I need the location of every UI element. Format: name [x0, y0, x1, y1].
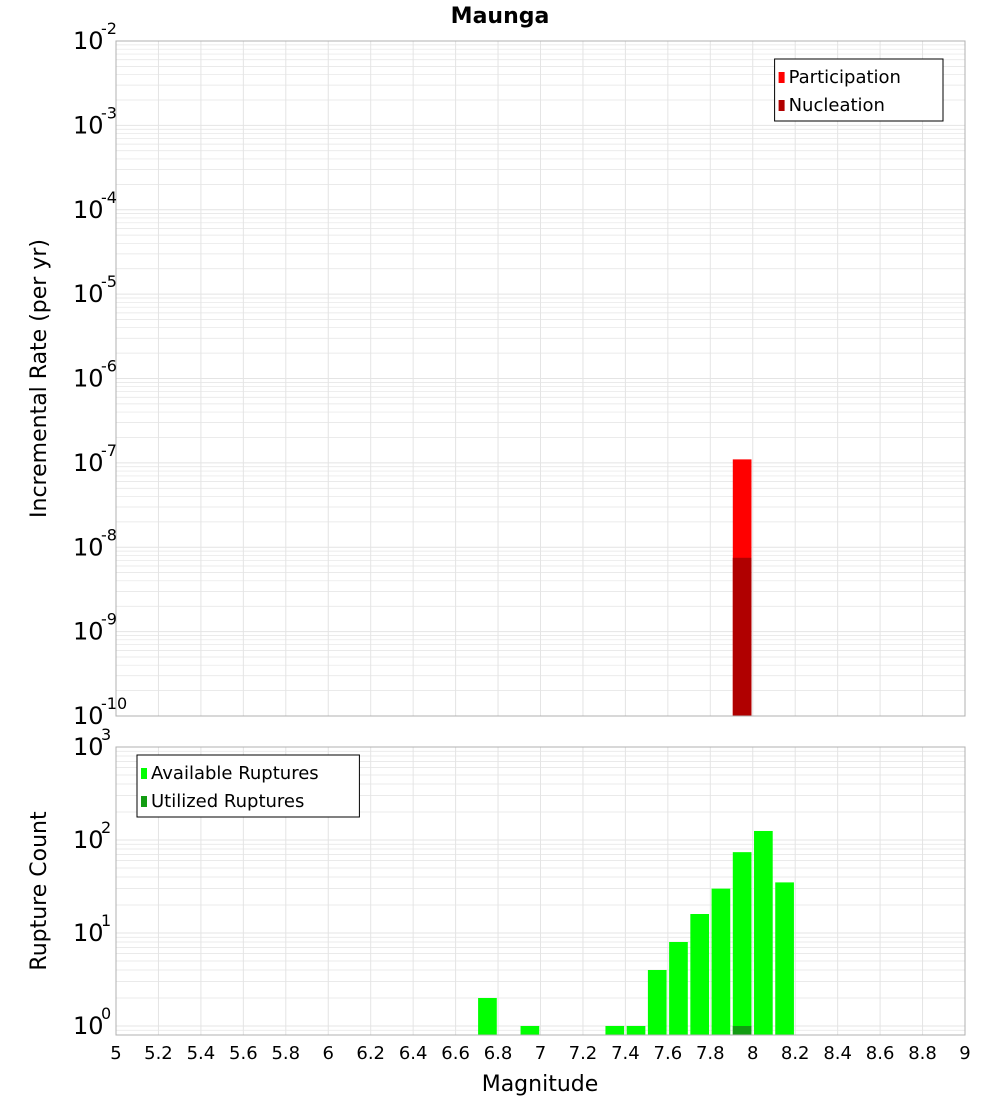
- x-tick-label: 7.4: [611, 1043, 640, 1064]
- x-tick-label: 8.8: [908, 1043, 937, 1064]
- y-tick-exponent: -10: [101, 694, 127, 713]
- legend-swatch: [778, 100, 785, 111]
- plot-frame: [115, 746, 966, 1036]
- x-tick-label: 8.6: [866, 1043, 895, 1064]
- x-tick-label: 7.2: [569, 1043, 598, 1064]
- bar: [732, 1025, 752, 1035]
- x-tick-label: 5.8: [271, 1043, 300, 1064]
- bar: [605, 1025, 625, 1035]
- y-tick-exponent: 0: [101, 1004, 111, 1023]
- y-tick-exponent: -8: [101, 525, 117, 544]
- x-tick-label: 6.8: [484, 1043, 513, 1064]
- bar: [754, 830, 773, 1035]
- x-tick-label: 8.2: [781, 1043, 810, 1064]
- legend: Available Ruptures Utilized Ruptures: [136, 754, 360, 818]
- x-tick-label: 7: [535, 1043, 546, 1064]
- series-nucleation: [732, 557, 752, 716]
- x-tick-label: 6: [323, 1043, 334, 1064]
- bar: [711, 888, 731, 1035]
- x-axis: 5 5.2 5.4 5.6 5.8 6 6.2 6.4 6.6 6.8 7 7.2 7.4 7.6 7.8 8…: [110, 1043, 970, 1064]
- y-tick-exponent: 3: [101, 725, 111, 744]
- legend-swatch: [778, 72, 785, 83]
- bar: [647, 969, 667, 1035]
- y-axis-label: Incremental Rate (per yr): [27, 239, 52, 518]
- y-tick-exponent: -7: [101, 441, 117, 460]
- y-tick-label: 10: [73, 196, 104, 224]
- y-axis-label: Rupture Count: [27, 811, 52, 971]
- rate-panel: 10-1010-910-810-710-610-510-410-310-2Inc…: [27, 19, 966, 730]
- y-tick-exponent: -4: [101, 188, 117, 207]
- y-tick-label: 10: [73, 449, 104, 477]
- y-tick-exponent: 2: [101, 818, 111, 837]
- grid: [115, 40, 966, 717]
- legend-swatch: [141, 768, 147, 779]
- legend-swatch: [141, 796, 147, 807]
- y-tick-label: 10: [73, 919, 104, 947]
- legend-label: Participation: [789, 67, 901, 88]
- bar: [478, 997, 497, 1035]
- bar: [669, 942, 688, 1035]
- y-tick-label: 10: [73, 733, 104, 761]
- x-tick-label: 5: [110, 1043, 121, 1064]
- x-tick-label: 7.6: [654, 1043, 683, 1064]
- x-tick-label: 6.4: [399, 1043, 428, 1064]
- y-tick-exponent: -6: [101, 357, 117, 376]
- x-tick-label: 7.8: [696, 1043, 725, 1064]
- y-tick-label: 10: [73, 702, 104, 730]
- x-tick-label: 5.6: [229, 1043, 258, 1064]
- series-available-ruptures: [478, 830, 794, 1035]
- bar: [732, 557, 752, 716]
- bar: [732, 852, 752, 1035]
- x-tick-label: 9: [959, 1043, 970, 1064]
- x-tick-label: 8.4: [823, 1043, 852, 1064]
- x-tick-label: 6.2: [356, 1043, 385, 1064]
- x-axis-label: Magnitude: [482, 1072, 599, 1097]
- y-tick-label: 10: [73, 618, 104, 646]
- x-tick-label: 6.6: [441, 1043, 470, 1064]
- legend: Participation Nucleation: [774, 58, 944, 122]
- y-tick-exponent: -5: [101, 272, 117, 291]
- y-tick-exponent: -3: [101, 103, 117, 122]
- legend-label: Nucleation: [789, 95, 885, 116]
- legend-label: Available Ruptures: [151, 763, 319, 784]
- y-tick-label: 10: [73, 27, 104, 55]
- bar: [775, 882, 794, 1035]
- y-tick-label: 10: [73, 111, 104, 139]
- y-tick-label: 10: [73, 365, 104, 393]
- series-utilized-ruptures: [732, 1025, 752, 1035]
- y-tick-label: 10: [73, 826, 104, 854]
- y-tick-exponent: -9: [101, 610, 117, 629]
- y-tick-label: 10: [73, 280, 104, 308]
- chart-title: Maunga: [451, 4, 550, 29]
- legend-label: Utilized Ruptures: [151, 791, 304, 812]
- bar: [626, 1025, 646, 1035]
- plot-frame: [115, 40, 966, 717]
- y-tick-label: 10: [73, 1012, 104, 1040]
- y-tick-label: 10: [73, 533, 104, 561]
- y-tick-exponent: 1: [101, 911, 111, 930]
- x-tick-label: 8: [747, 1043, 758, 1064]
- y-tick-exponent: -2: [101, 19, 117, 38]
- x-tick-label: 5.2: [144, 1043, 173, 1064]
- bar: [690, 914, 710, 1035]
- legend-box: [136, 754, 360, 818]
- x-tick-label: 5.4: [187, 1043, 216, 1064]
- legend-box: [774, 58, 944, 122]
- bar: [520, 1025, 540, 1035]
